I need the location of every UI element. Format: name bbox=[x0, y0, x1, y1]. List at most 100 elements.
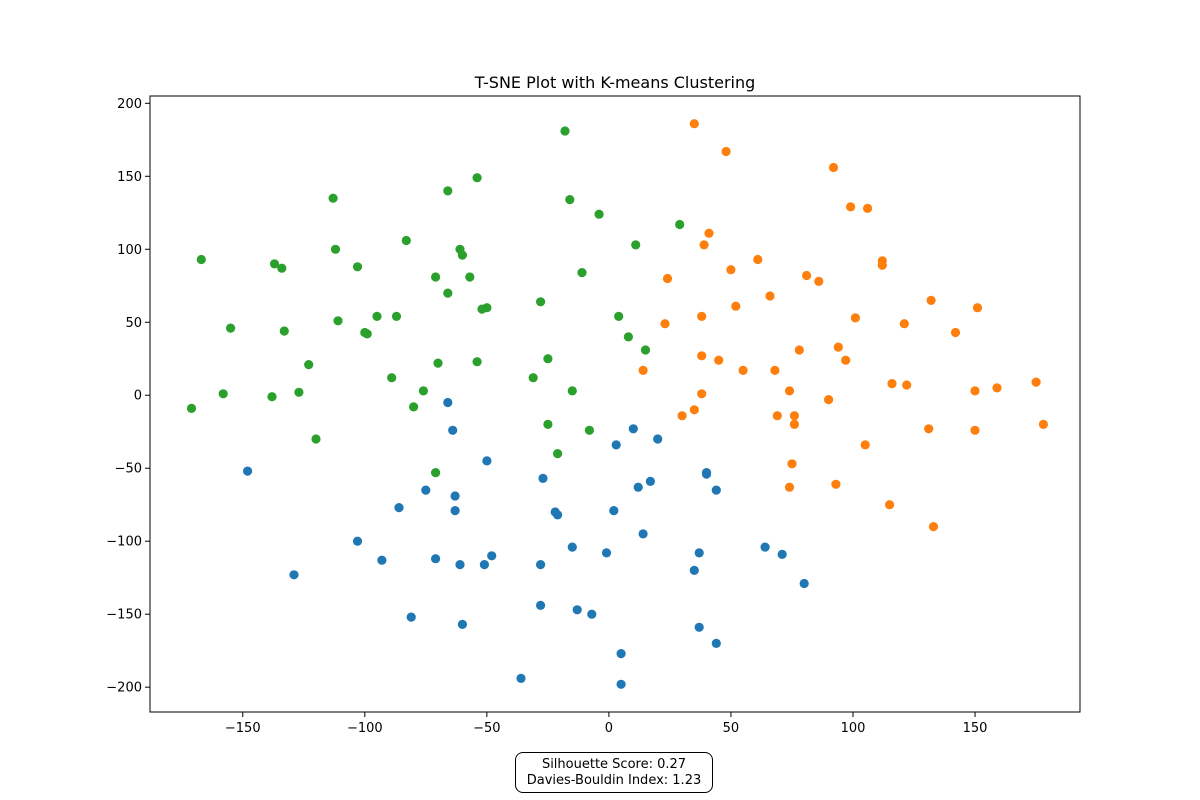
cluster-2-point-33 bbox=[543, 354, 553, 364]
cluster-1-point-0 bbox=[689, 119, 699, 129]
cluster-0-point-2 bbox=[482, 456, 492, 466]
cluster-2-point-25 bbox=[333, 316, 343, 326]
cluster-2-point-18 bbox=[577, 268, 587, 278]
cluster-2-point-28 bbox=[372, 311, 382, 321]
x-tick-label: −50 bbox=[473, 721, 500, 736]
cluster-0-point-8 bbox=[450, 506, 460, 516]
cluster-0-point-13 bbox=[653, 434, 663, 444]
cluster-2-point-4 bbox=[565, 195, 575, 205]
cluster-2-point-8 bbox=[196, 254, 206, 265]
cluster-2-point-34 bbox=[472, 357, 482, 367]
x-tick-label: 100 bbox=[841, 721, 866, 736]
cluster-1-point-24 bbox=[794, 345, 804, 355]
cluster-2-point-10 bbox=[277, 263, 287, 273]
davies-bouldin-index: Davies-Bouldin Index: 1.23 bbox=[526, 773, 702, 788]
cluster-0-point-42 bbox=[711, 638, 721, 649]
points-layer bbox=[186, 119, 1048, 689]
cluster-1-point-39 bbox=[677, 411, 687, 421]
cluster-1-point-1 bbox=[721, 146, 731, 157]
cluster-0-point-26 bbox=[431, 554, 441, 564]
cluster-2-point-40 bbox=[567, 386, 577, 396]
cluster-1-point-48 bbox=[787, 459, 797, 469]
cluster-0-point-45 bbox=[799, 578, 809, 589]
cluster-1-point-13 bbox=[814, 276, 824, 286]
cluster-1-point-44 bbox=[924, 424, 934, 434]
cluster-1-point-33 bbox=[1031, 377, 1041, 387]
x-tick-label: −150 bbox=[225, 721, 261, 736]
cluster-0-point-1 bbox=[448, 425, 458, 435]
cluster-1-point-11 bbox=[662, 273, 673, 284]
cluster-1-point-38 bbox=[824, 395, 834, 405]
y-tick-label: 100 bbox=[117, 243, 142, 258]
cluster-2-point-23 bbox=[226, 323, 236, 333]
cluster-1-point-45 bbox=[970, 425, 980, 435]
cluster-0-point-34 bbox=[572, 605, 582, 615]
cluster-1-point-35 bbox=[970, 386, 980, 396]
cluster-2-point-19 bbox=[443, 288, 453, 298]
cluster-1-point-26 bbox=[697, 351, 707, 361]
cluster-1-point-8 bbox=[877, 260, 887, 270]
cluster-0-point-32 bbox=[457, 619, 467, 630]
cluster-0-point-10 bbox=[553, 510, 563, 520]
cluster-2-point-48 bbox=[584, 425, 595, 435]
cluster-2-point-47 bbox=[543, 419, 553, 429]
cluster-0-point-27 bbox=[455, 560, 465, 570]
cluster-1-point-18 bbox=[850, 313, 861, 323]
cluster-0-point-29 bbox=[479, 560, 489, 570]
cluster-1-point-21 bbox=[697, 311, 707, 321]
cluster-0-point-15 bbox=[701, 469, 712, 479]
cluster-1-point-29 bbox=[770, 365, 780, 375]
cluster-0-point-11 bbox=[611, 440, 621, 450]
cluster-1-point-14 bbox=[765, 291, 775, 301]
cluster-0-point-28 bbox=[487, 551, 497, 561]
cluster-1-point-12 bbox=[802, 270, 812, 281]
cluster-0-point-6 bbox=[421, 485, 431, 495]
cluster-2-point-35 bbox=[433, 358, 443, 368]
cluster-2-point-29 bbox=[391, 311, 402, 321]
cluster-0-point-38 bbox=[516, 673, 526, 684]
cluster-1-point-28 bbox=[738, 365, 748, 375]
y-tick-label: −100 bbox=[106, 535, 142, 550]
cluster-2-point-0 bbox=[560, 126, 570, 136]
cluster-0-point-25 bbox=[377, 555, 387, 565]
cluster-2-point-50 bbox=[431, 468, 441, 478]
cluster-2-point-1 bbox=[472, 173, 482, 183]
cluster-0-point-0 bbox=[443, 397, 453, 408]
cluster-0-point-20 bbox=[567, 542, 577, 552]
cluster-1-point-27 bbox=[714, 355, 724, 365]
cluster-1-point-22 bbox=[950, 327, 961, 338]
cluster-0-point-5 bbox=[450, 491, 460, 501]
cluster-0-point-22 bbox=[601, 548, 612, 558]
cluster-2-point-12 bbox=[352, 262, 363, 272]
cluster-0-point-3 bbox=[243, 466, 253, 476]
cluster-1-point-2 bbox=[828, 162, 839, 173]
cluster-2-point-9 bbox=[269, 259, 280, 269]
cluster-0-point-4 bbox=[538, 473, 548, 483]
cluster-2-point-49 bbox=[553, 449, 563, 459]
cluster-1-point-25 bbox=[841, 355, 851, 365]
cluster-1-point-49 bbox=[831, 479, 841, 489]
cluster-1-point-20 bbox=[899, 319, 909, 329]
cluster-0-point-39 bbox=[689, 565, 699, 576]
cluster-2-point-31 bbox=[623, 332, 634, 342]
cluster-0-point-43 bbox=[760, 542, 770, 552]
y-tick-label: 0 bbox=[134, 389, 142, 404]
cluster-1-point-32 bbox=[902, 380, 912, 390]
cluster-0-point-37 bbox=[616, 679, 626, 689]
cluster-1-point-52 bbox=[928, 522, 939, 532]
cluster-0-point-30 bbox=[536, 560, 546, 570]
cluster-2-point-36 bbox=[304, 360, 314, 370]
cluster-2-point-15 bbox=[457, 250, 467, 260]
cluster-2-point-42 bbox=[294, 387, 304, 397]
y-tick-label: −150 bbox=[106, 608, 142, 623]
silhouette-score: Silhouette Score: 0.27 bbox=[541, 757, 687, 772]
cluster-2-point-39 bbox=[418, 386, 428, 396]
chart-title: T-SNE Plot with K-means Clustering bbox=[474, 73, 756, 92]
cluster-2-point-16 bbox=[431, 272, 441, 282]
cluster-2-point-41 bbox=[218, 389, 228, 399]
y-tick-label: −50 bbox=[115, 462, 142, 477]
cluster-1-point-37 bbox=[697, 389, 707, 399]
cluster-1-point-42 bbox=[789, 411, 800, 421]
cluster-2-point-38 bbox=[528, 373, 538, 383]
cluster-0-point-23 bbox=[352, 536, 363, 546]
